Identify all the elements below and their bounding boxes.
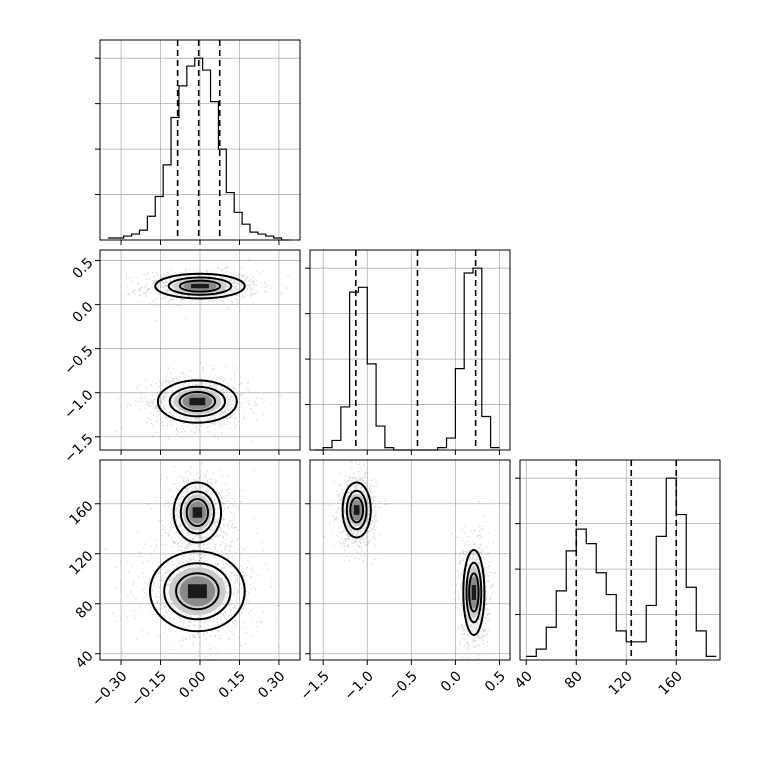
density-peak — [471, 585, 476, 600]
contour-level-2 — [345, 489, 368, 531]
contour-level-3 — [178, 391, 217, 413]
y-tick-label: 120 — [66, 548, 96, 578]
contour-level-1 — [462, 549, 486, 636]
density-peak — [191, 283, 209, 289]
x-tick-label: 0.5 — [482, 668, 509, 695]
scatter-content — [104, 460, 280, 660]
contour-level-3 — [185, 498, 210, 527]
x-tick-label: 160 — [656, 668, 686, 698]
x-tick-label: −0.30 — [89, 668, 131, 710]
y-tick-label: −1.0 — [61, 387, 96, 422]
histogram-panel-1 — [95, 39, 301, 245]
contour-level-3 — [468, 572, 480, 613]
contour-level-3 — [349, 496, 365, 524]
x-tick-label: −1.0 — [342, 668, 377, 703]
density-peak — [187, 584, 207, 599]
histogram-panel-2 — [305, 249, 511, 455]
contour-level-2 — [163, 562, 232, 621]
histogram-step-line — [526, 477, 717, 657]
x-tick-label: 0.30 — [255, 668, 288, 701]
contour-level-3 — [175, 572, 220, 611]
contour-level-1 — [154, 272, 246, 300]
contour-level-2 — [167, 276, 233, 296]
x-tick-label: 40 — [512, 668, 536, 692]
contour-level-1 — [149, 550, 246, 633]
scatter-point-cloud-1 — [323, 460, 388, 565]
y-tick-label: 0.0 — [70, 299, 97, 326]
x-tick-label: 0.0 — [438, 668, 465, 695]
scatter-panel-2 — [95, 459, 301, 665]
density-peak — [192, 507, 203, 518]
x-tick-label: 80 — [562, 668, 586, 692]
y-tick-label: −1.5 — [61, 431, 96, 466]
contour-level-1 — [156, 379, 238, 424]
contour-level-2 — [168, 385, 227, 418]
histogram-panel-3 — [515, 459, 721, 665]
scatter-frame — [309, 459, 511, 661]
histogram-frame — [99, 39, 301, 241]
y-tick-label: 40 — [73, 648, 97, 672]
y-tick-label: 0.5 — [70, 255, 97, 282]
y-tick-label: 80 — [73, 598, 97, 622]
x-tick-label: −0.5 — [386, 668, 421, 703]
histogram-frame — [309, 249, 511, 451]
histogram-step-line — [107, 57, 290, 241]
x-tick-label: −0.15 — [128, 668, 170, 710]
contour-level-1 — [341, 481, 372, 539]
y-tick-label: 160 — [66, 498, 96, 528]
scatter-point-cloud-2 — [451, 501, 496, 660]
x-tick-label: 0.15 — [216, 668, 249, 701]
scatter-panel-1 — [95, 249, 301, 455]
y-tick-label: −0.5 — [61, 343, 96, 378]
scatter-panel-3 — [305, 459, 511, 665]
x-tick-label: −1.5 — [297, 668, 332, 703]
histogram-frame — [519, 459, 721, 661]
x-tick-label: 0.00 — [176, 668, 209, 701]
contour-level-2 — [179, 490, 215, 535]
scatter-content — [114, 258, 289, 443]
contour-level-1 — [172, 481, 223, 544]
density-peak — [189, 397, 206, 406]
x-tick-label: 120 — [606, 668, 636, 698]
contour-level-3 — [178, 279, 222, 293]
density-peak — [353, 505, 360, 515]
contour-level-2 — [465, 561, 483, 624]
scatter-point-cloud-1 — [148, 460, 255, 571]
scatter-content — [323, 460, 496, 660]
